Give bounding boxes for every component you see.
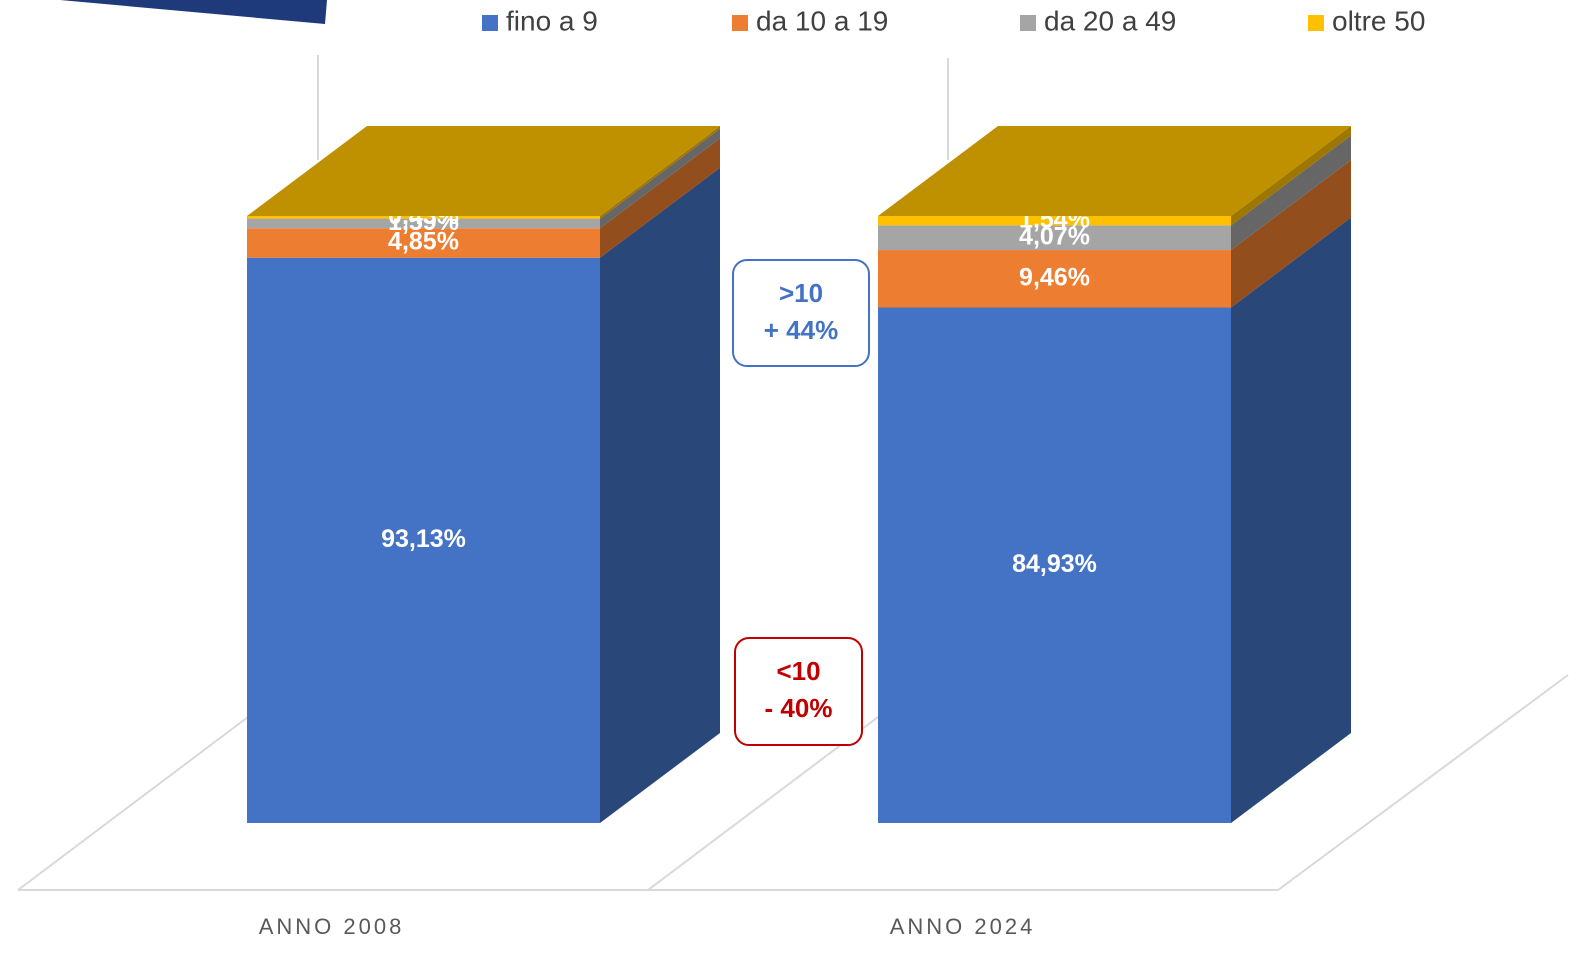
bar-segment (247, 218, 600, 229)
annotation-text: + 44% (764, 315, 838, 345)
bar-segment (878, 250, 1231, 308)
bar-segment (247, 257, 600, 823)
value-label: 93,13% (381, 525, 466, 553)
bar-segment (247, 216, 600, 219)
bar-side (1231, 126, 1351, 226)
bar-segment (878, 216, 1231, 226)
bar-side (600, 128, 720, 229)
value-label: 84,93% (1012, 550, 1097, 578)
decoration (60, 0, 327, 24)
bar-side (1231, 135, 1351, 251)
legend-label: fino a 9 (506, 5, 598, 36)
bar-side (600, 126, 720, 219)
bar-side (600, 138, 720, 258)
legend-label: oltre 50 (1332, 5, 1425, 36)
annotation-text: <10 (776, 656, 820, 686)
annotation-box (732, 259, 870, 367)
x-tick-label: ANNO 2008 (259, 914, 405, 939)
bar-side (600, 167, 720, 823)
bar-segment (247, 228, 600, 258)
value-label: 4,07% (1019, 222, 1090, 250)
annotation-text: >10 (779, 278, 823, 308)
annotation-text: - 40% (765, 693, 833, 723)
bar-side (1231, 217, 1351, 823)
value-label: 9,46% (1019, 263, 1090, 291)
bar-top (247, 126, 720, 216)
annotation-box (734, 637, 863, 746)
bar-top (878, 126, 1351, 216)
x-tick-label: ANNO 2024 (890, 914, 1036, 939)
bar-segment (878, 307, 1231, 823)
legend-swatch (1020, 15, 1036, 31)
legend-swatch (1308, 15, 1324, 31)
bar-segment (878, 225, 1231, 251)
legend-swatch (482, 15, 498, 31)
legend-label: da 10 a 19 (756, 5, 888, 36)
value-label: 4,85% (388, 228, 459, 256)
bar-side (1231, 160, 1351, 308)
legend-swatch (732, 15, 748, 31)
floor (17, 55, 1569, 891)
legend-label: da 20 a 49 (1044, 5, 1176, 36)
